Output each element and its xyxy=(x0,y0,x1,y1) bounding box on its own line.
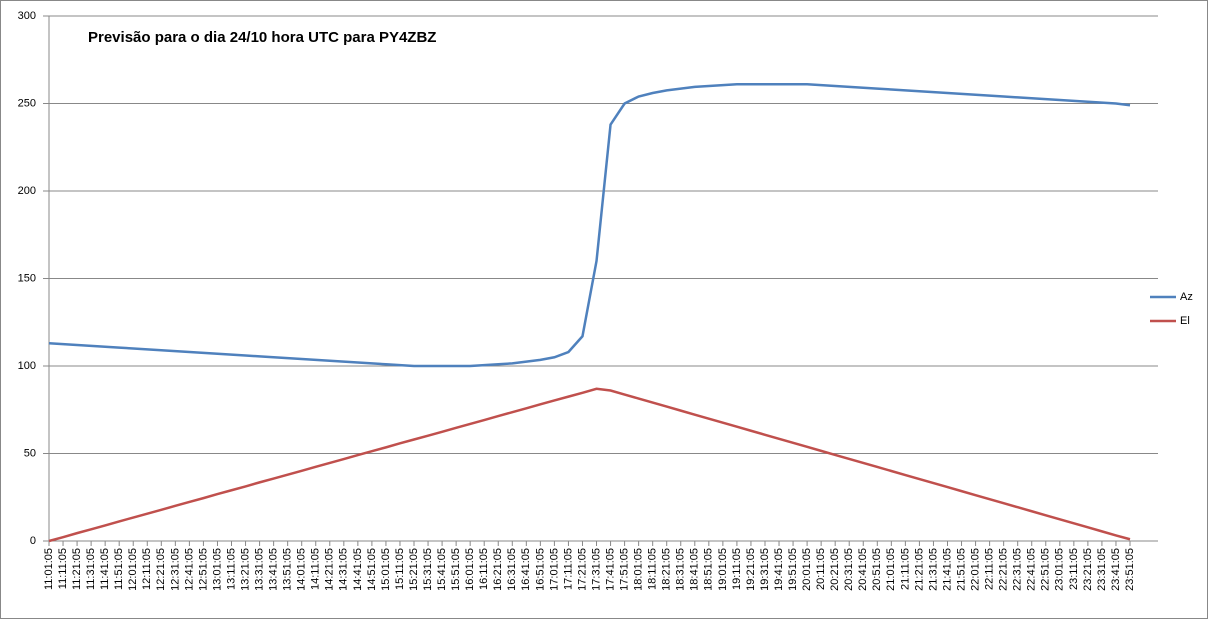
x-tick-label: 12:21:05 xyxy=(155,548,167,591)
x-tick-label: 16:31:05 xyxy=(506,548,518,591)
legend-label: El xyxy=(1180,315,1190,327)
x-tick-label: 22:11:05 xyxy=(984,548,996,590)
y-tick-label: 0 xyxy=(30,535,36,547)
x-tick-label: 13:11:05 xyxy=(225,548,237,590)
x-tick-label: 11:01:05 xyxy=(43,548,55,590)
x-tick-label: 20:21:05 xyxy=(829,548,841,591)
y-tick-label: 300 xyxy=(18,10,36,22)
x-tick-label: 14:21:05 xyxy=(324,548,336,591)
x-tick-label: 19:11:05 xyxy=(731,548,743,590)
x-tick-label: 21:51:05 xyxy=(955,548,967,591)
x-tick-label: 20:31:05 xyxy=(843,548,855,591)
x-tick-label: 15:21:05 xyxy=(408,548,420,591)
x-tick-label: 23:51:05 xyxy=(1124,548,1136,591)
y-tick-label: 100 xyxy=(18,360,36,372)
x-tick-label: 11:11:05 xyxy=(57,548,69,589)
x-tick-label: 12:01:05 xyxy=(127,548,139,591)
x-tick-label: 16:11:05 xyxy=(478,548,490,590)
x-tick-label: 21:11:05 xyxy=(899,548,911,590)
x-tick-label: 13:41:05 xyxy=(268,548,280,591)
series-line xyxy=(48,387,1131,543)
x-tick-label: 12:51:05 xyxy=(197,548,209,591)
x-tick-label: 17:31:05 xyxy=(590,548,602,591)
x-tick-label: 23:41:05 xyxy=(1110,548,1122,591)
x-tick-label: 18:11:05 xyxy=(647,548,659,590)
x-tick-label: 11:51:05 xyxy=(113,548,125,590)
x-tick-label: 18:31:05 xyxy=(675,548,687,591)
x-tick-label: 15:31:05 xyxy=(422,548,434,591)
x-tick-label: 15:11:05 xyxy=(394,548,406,590)
legend-label: Az xyxy=(1180,291,1193,303)
x-tick-label: 23:01:05 xyxy=(1054,548,1066,591)
x-tick-label: 13:51:05 xyxy=(282,548,294,591)
x-tick-label: 12:41:05 xyxy=(183,548,195,591)
x-tick-label: 20:41:05 xyxy=(857,548,869,591)
x-tick-label: 12:11:05 xyxy=(141,548,153,590)
x-tick-label: 22:21:05 xyxy=(998,548,1010,591)
x-tick-label: 11:31:05 xyxy=(85,548,97,590)
x-tick-label: 19:41:05 xyxy=(773,548,785,591)
x-tick-label: 13:31:05 xyxy=(253,548,265,591)
x-tick-label: 11:21:05 xyxy=(71,548,83,590)
series-line xyxy=(48,83,1131,368)
x-tick-label: 21:21:05 xyxy=(913,548,925,591)
x-tick-label: 23:21:05 xyxy=(1082,548,1094,591)
x-tick-label: 21:01:05 xyxy=(885,548,897,591)
x-tick-label: 12:31:05 xyxy=(169,548,181,591)
x-tick-label: 11:41:05 xyxy=(99,548,111,590)
x-tick-label: 16:01:05 xyxy=(464,548,476,591)
x-tick-label: 22:31:05 xyxy=(1012,548,1024,591)
x-tick-label: 19:21:05 xyxy=(745,548,757,591)
x-tick-label: 14:11:05 xyxy=(310,548,322,590)
x-tick-label: 22:41:05 xyxy=(1026,548,1038,591)
x-tick-label: 15:51:05 xyxy=(450,548,462,591)
x-tick-label: 15:01:05 xyxy=(380,548,392,591)
x-tick-label: 20:51:05 xyxy=(871,548,883,591)
x-tick-label: 22:51:05 xyxy=(1040,548,1052,591)
x-tick-label: 14:01:05 xyxy=(296,548,308,591)
x-tick-label: 18:51:05 xyxy=(703,548,715,591)
x-tick-label: 19:31:05 xyxy=(759,548,771,591)
x-tick-label: 20:11:05 xyxy=(815,548,827,590)
y-tick-label: 250 xyxy=(18,97,36,109)
x-tick-label: 17:01:05 xyxy=(548,548,560,591)
x-tick-label: 19:51:05 xyxy=(787,548,799,591)
x-tick-label: 21:41:05 xyxy=(941,548,953,591)
x-tick-label: 13:01:05 xyxy=(211,548,223,591)
x-tick-label: 15:41:05 xyxy=(436,548,448,591)
y-tick-label: 50 xyxy=(24,447,36,459)
x-tick-label: 19:01:05 xyxy=(717,548,729,591)
x-tick-label: 17:21:05 xyxy=(576,548,588,591)
x-tick-label: 14:41:05 xyxy=(352,548,364,591)
x-tick-label: 17:51:05 xyxy=(619,548,631,591)
x-tick-label: 14:31:05 xyxy=(338,548,350,591)
x-tick-label: 23:31:05 xyxy=(1096,548,1108,591)
x-tick-label: 20:01:05 xyxy=(801,548,813,591)
y-tick-label: 200 xyxy=(18,185,36,197)
x-tick-label: 16:21:05 xyxy=(492,548,504,591)
x-tick-label: 18:21:05 xyxy=(661,548,673,591)
x-tick-label: 14:51:05 xyxy=(366,548,378,591)
x-tick-label: 22:01:05 xyxy=(969,548,981,591)
x-tick-label: 16:41:05 xyxy=(520,548,532,591)
chart-title: Previsão para o dia 24/10 hora UTC para … xyxy=(88,29,436,46)
x-tick-label: 13:21:05 xyxy=(239,548,251,591)
x-tick-label: 18:01:05 xyxy=(633,548,645,591)
x-tick-label: 18:41:05 xyxy=(689,548,701,591)
x-tick-label: 17:11:05 xyxy=(562,548,574,590)
x-tick-label: 23:11:05 xyxy=(1068,548,1080,590)
x-tick-label: 21:31:05 xyxy=(927,548,939,591)
y-tick-label: 150 xyxy=(18,272,36,284)
x-tick-label: 17:41:05 xyxy=(604,548,616,591)
x-tick-label: 16:51:05 xyxy=(534,548,546,591)
